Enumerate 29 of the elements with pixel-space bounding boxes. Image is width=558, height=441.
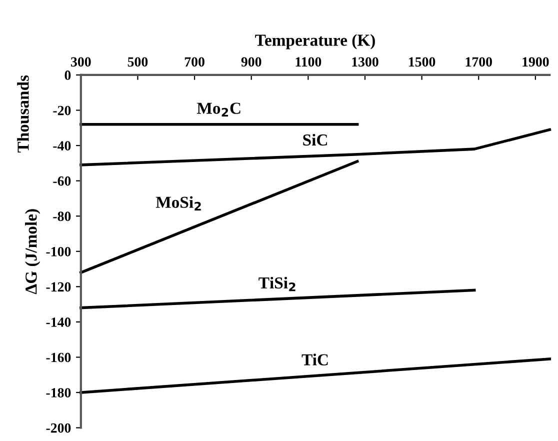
x-tick-label: 1700 xyxy=(466,57,492,67)
y-tick-label: -180 xyxy=(46,388,71,398)
series-label: MoSi$_{2}$ xyxy=(156,196,201,210)
y-tick-label: 0 xyxy=(64,70,71,80)
x-tick-label: 500 xyxy=(128,57,148,67)
y-axis-title: ΔG (J/mole) xyxy=(25,209,40,294)
x-axis-title: Temperature (K) xyxy=(255,34,375,50)
y-tick-label: -120 xyxy=(46,282,71,292)
y-tick-label: -100 xyxy=(46,246,71,256)
x-tick-label: 1300 xyxy=(352,57,378,67)
line-series xyxy=(80,128,552,166)
series-label: SiC xyxy=(303,134,327,146)
x-tick-label: 1900 xyxy=(522,57,549,67)
x-tick-label: 1500 xyxy=(409,57,436,67)
x-tick-label: 900 xyxy=(241,57,262,67)
y-tick-label: -80 xyxy=(53,212,71,222)
y-tick-label: -160 xyxy=(46,352,71,362)
y-tick-label: -140 xyxy=(46,318,71,327)
series-label: Mo$_{2}$C xyxy=(196,102,240,116)
y-tick-label: -40 xyxy=(53,141,71,150)
y-tick-label: -200 xyxy=(46,423,71,433)
x-tick-label: 700 xyxy=(184,57,204,67)
x-tick-label: 300 xyxy=(71,57,91,67)
y-tick-label: -20 xyxy=(53,106,71,116)
series-label: TiSi$_{2}$ xyxy=(258,276,296,292)
series-label: TiC xyxy=(302,354,328,366)
text: Thousands xyxy=(17,75,29,153)
x-tick-label: 1100 xyxy=(296,57,322,67)
y-tick-label: -60 xyxy=(53,176,71,186)
